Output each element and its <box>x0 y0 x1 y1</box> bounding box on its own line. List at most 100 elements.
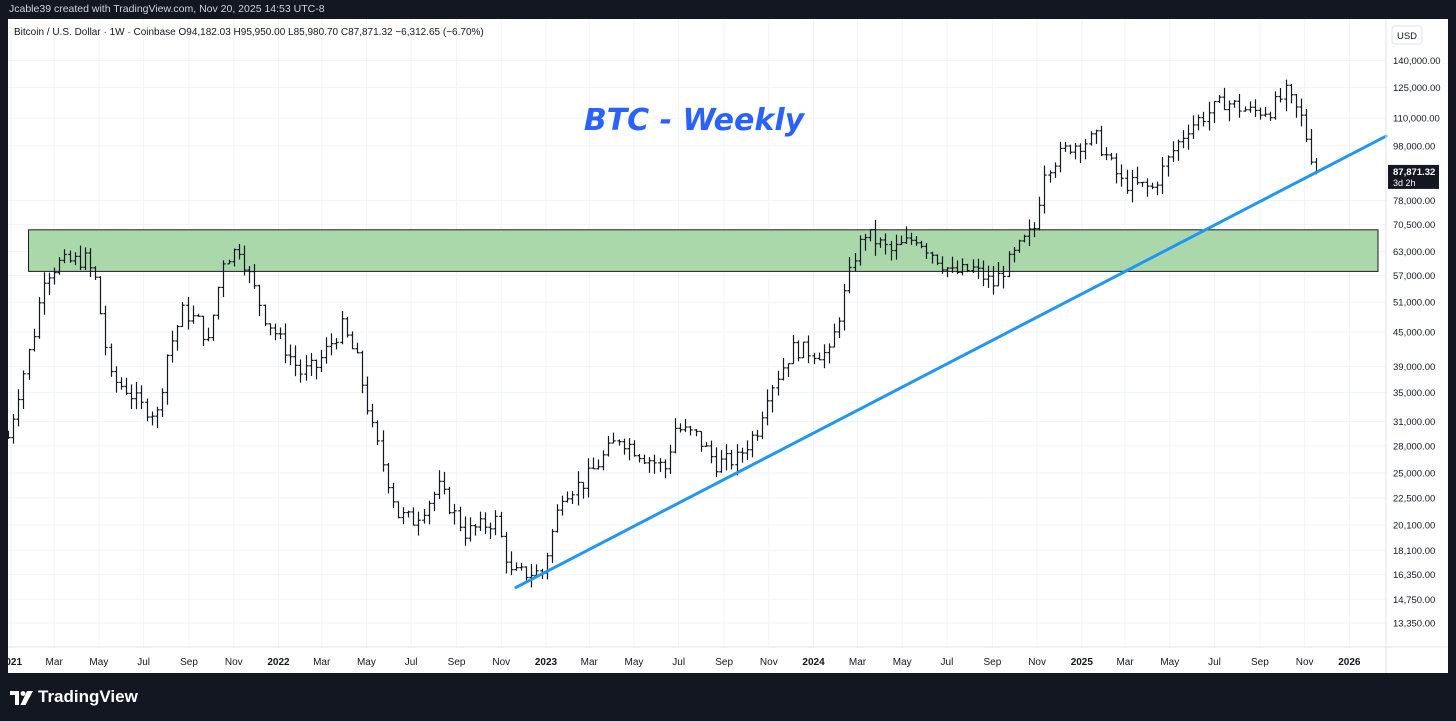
price-tick-label: 78,000.00 <box>1393 196 1435 207</box>
time-tick-label: Nov <box>1028 657 1046 668</box>
ohlc-bar <box>263 304 268 327</box>
ohlc-bar <box>468 517 473 542</box>
chart-credit-bar: Jcable39 created with TradingView.com, N… <box>0 0 1456 18</box>
price-tick-label: 125,000.00 <box>1393 83 1441 94</box>
ohlc-bar <box>519 562 524 571</box>
ohlc-bar <box>21 370 26 410</box>
footer-brand[interactable]: TradingView <box>38 687 138 706</box>
ohlc-bar <box>196 313 201 317</box>
ohlc-bar <box>201 315 206 347</box>
trendline[interactable] <box>514 134 1388 589</box>
ohlc-bar <box>360 350 365 394</box>
ohlc-bar <box>1212 100 1217 124</box>
ohlc-bar <box>796 340 801 362</box>
ohlc-bar <box>1140 181 1145 187</box>
ohlc-bar <box>350 331 355 350</box>
ohlc-bar <box>1217 95 1222 104</box>
ohlc-bar <box>227 259 232 265</box>
ohlc-bar <box>432 491 437 512</box>
ohlc-bar <box>924 243 929 259</box>
ohlc-bar <box>237 243 242 260</box>
ohlc-bar <box>493 510 498 536</box>
ohlc-bar <box>1243 106 1248 112</box>
ohlc-bar <box>452 503 457 525</box>
ohlc-bar <box>1309 129 1314 165</box>
ohlc-bar <box>273 323 278 341</box>
chart-panel[interactable]: BTC - Weekly 140,000.00 125,000.00 110,000… <box>8 19 1448 673</box>
ohlc-bar <box>904 226 909 244</box>
ohlc-bar <box>847 257 852 294</box>
time-tick-label: 2022 <box>267 657 290 668</box>
ohlc-bar <box>529 564 534 588</box>
ohlc-bar <box>740 447 745 463</box>
ohlc-bar <box>27 348 32 380</box>
ohlc-bar <box>242 245 247 276</box>
ohlc-bar <box>776 370 781 396</box>
ohlc-bar <box>375 420 380 446</box>
ohlc-bar <box>606 436 611 457</box>
price-chart[interactable]: BTC - Weekly 140,000.00 125,000.00 110,000… <box>8 19 1448 673</box>
time-tick-label: 2024 <box>802 657 825 668</box>
ohlc-bar <box>488 522 493 539</box>
ohlc-bar <box>981 260 986 287</box>
ohlc-bar <box>637 453 642 463</box>
price-tick-label: 14,750.00 <box>1393 595 1435 606</box>
ohlc-bar <box>114 366 119 393</box>
ohlc-bar <box>950 256 955 273</box>
price-axis[interactable]: 140,000.00 125,000.00 110,000.00 98,000.00 7… <box>1393 56 1441 630</box>
ohlc-bar <box>1201 111 1206 127</box>
ohlc-bar <box>1001 265 1006 289</box>
ohlc-bar <box>216 286 221 320</box>
time-tick-label: 2021 <box>8 657 22 668</box>
ohlc-bar <box>62 249 67 264</box>
ohlc-bar <box>627 438 632 461</box>
ohlc-bar <box>1304 108 1309 142</box>
ohlc-bar <box>1160 157 1165 195</box>
price-tick-label: 25,000.00 <box>1393 468 1435 479</box>
ohlc-bar <box>247 266 252 283</box>
ohlc-bar <box>996 261 1001 287</box>
time-tick-label: Nov <box>492 657 510 668</box>
ohlc-bar <box>134 382 139 410</box>
ohlc-bar <box>1042 165 1047 214</box>
ohlc-bar <box>340 311 345 345</box>
ohlc-bar <box>257 284 262 317</box>
currency-button[interactable]: USD <box>1391 25 1423 45</box>
ohlc-bar <box>1068 144 1073 155</box>
symbol-info[interactable]: Bitcoin / U.S. Dollar · 1W · Coinbase O9… <box>14 27 484 38</box>
ohlc-bar <box>293 345 298 377</box>
ohlc-bar <box>268 323 273 336</box>
price-tick-label: 110,000.00 <box>1393 114 1440 125</box>
ohlc-bar <box>1125 169 1130 194</box>
support-zone-rectangle[interactable] <box>28 229 1379 272</box>
ohlc-bar <box>514 562 519 571</box>
ohlc-bar <box>1196 114 1201 131</box>
ohlc-bar <box>694 429 699 437</box>
ohlc-bar <box>370 403 375 428</box>
time-axis[interactable]: 2021 Mar May Jul Sep Nov 2022 Mar May Jul Sep Nov 20… <box>8 657 1361 668</box>
trendline-layer[interactable] <box>514 134 1388 589</box>
ohlc-bar <box>704 442 709 447</box>
ohlc-bar <box>914 236 919 246</box>
ohlc-bar <box>632 440 637 457</box>
ohlc-bar <box>1253 99 1258 118</box>
footer-bar: TradingView <box>0 674 1456 721</box>
ohlc-bar <box>1222 87 1227 111</box>
ohlc-bar <box>770 385 775 413</box>
price-tick-label: 45,000.00 <box>1393 328 1435 339</box>
ohlc-bar <box>509 551 514 576</box>
ohlc-bar <box>186 296 191 330</box>
tradingview-logo-icon[interactable] <box>10 687 34 707</box>
ohlc-bar <box>381 430 386 472</box>
ohlc-bar <box>57 257 62 275</box>
ohlc-bar <box>1150 182 1155 190</box>
ohlc-bar <box>955 260 960 275</box>
price-tick-label: 13,350.00 <box>1393 619 1435 630</box>
time-tick-label: Nov <box>1296 657 1314 668</box>
ohlc-bar <box>524 566 529 582</box>
price-tick-label: 22,500.00 <box>1393 494 1435 505</box>
ohlc-bar <box>355 342 360 354</box>
ohlc-bar <box>73 252 78 266</box>
ohlc-bar <box>32 328 37 352</box>
ohlc-bar <box>1048 170 1053 183</box>
